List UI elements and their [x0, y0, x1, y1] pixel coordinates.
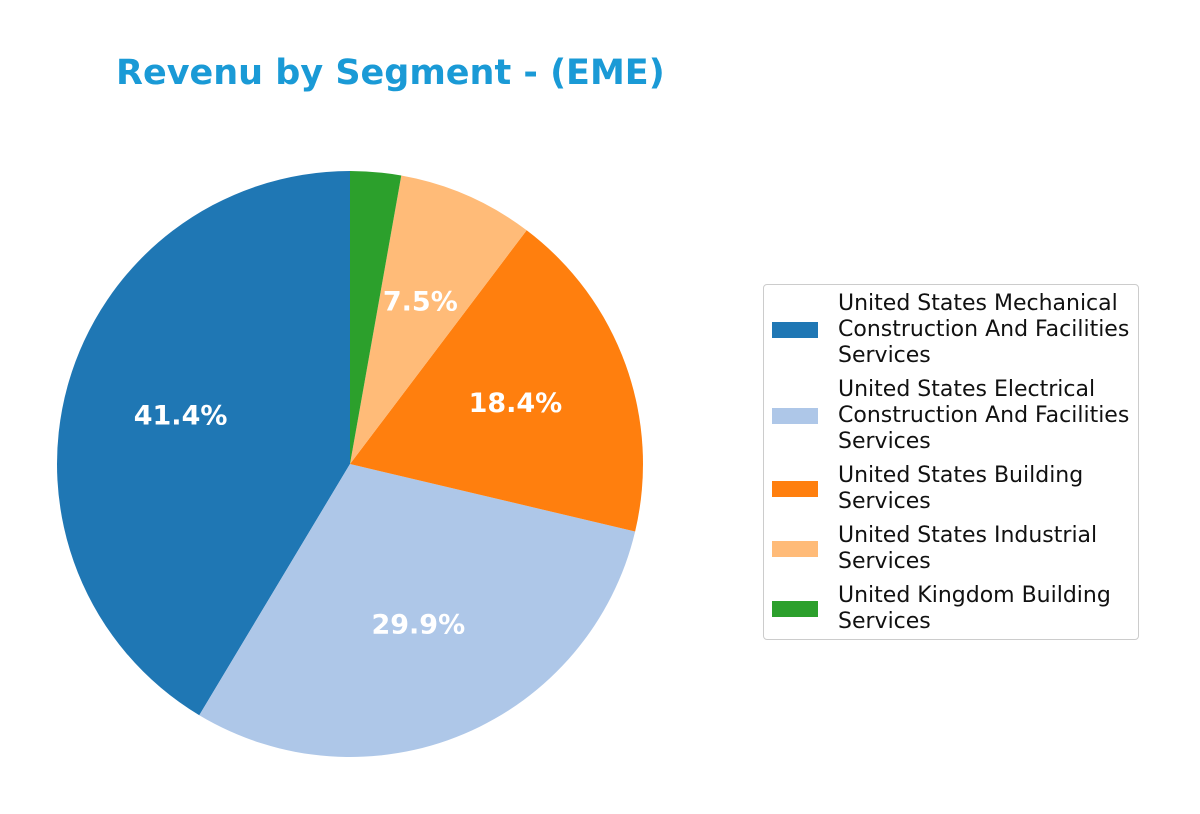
legend-item: United States Mechanical Construction An… [772, 291, 1138, 369]
pie-slice [350, 171, 402, 464]
pie-slice [199, 464, 636, 757]
chart-title: Revenu by Segment - (EME) [116, 53, 665, 93]
pie-slice [350, 175, 527, 464]
legend-item: United States Building Services [772, 463, 1138, 515]
legend-swatch [772, 601, 818, 617]
legend-item: United Kingdom Building Services [772, 583, 1138, 635]
legend-swatch [772, 408, 818, 424]
pie-slice [350, 230, 643, 532]
legend-label: United States Building Services [838, 463, 1084, 514]
pie-slice [57, 171, 350, 716]
legend-item: United States Electrical Construction An… [772, 377, 1138, 455]
legend-label: United States Industrial Services [838, 523, 1098, 574]
legend-item: United States Industrial Services [772, 523, 1138, 575]
slice-label: 41.4% [134, 401, 228, 432]
slice-label: 29.9% [371, 609, 465, 640]
legend-swatch [772, 541, 818, 557]
legend-swatch [772, 481, 818, 497]
legend-swatch [772, 322, 818, 338]
legend: United States Mechanical Construction An… [763, 284, 1139, 640]
legend-label: United States Electrical Construction An… [838, 377, 1130, 454]
slice-label: 18.4% [469, 388, 563, 419]
legend-label: United States Mechanical Construction An… [838, 291, 1130, 368]
slice-label: 7.5% [383, 286, 458, 317]
legend-label: United Kingdom Building Services [838, 583, 1111, 634]
